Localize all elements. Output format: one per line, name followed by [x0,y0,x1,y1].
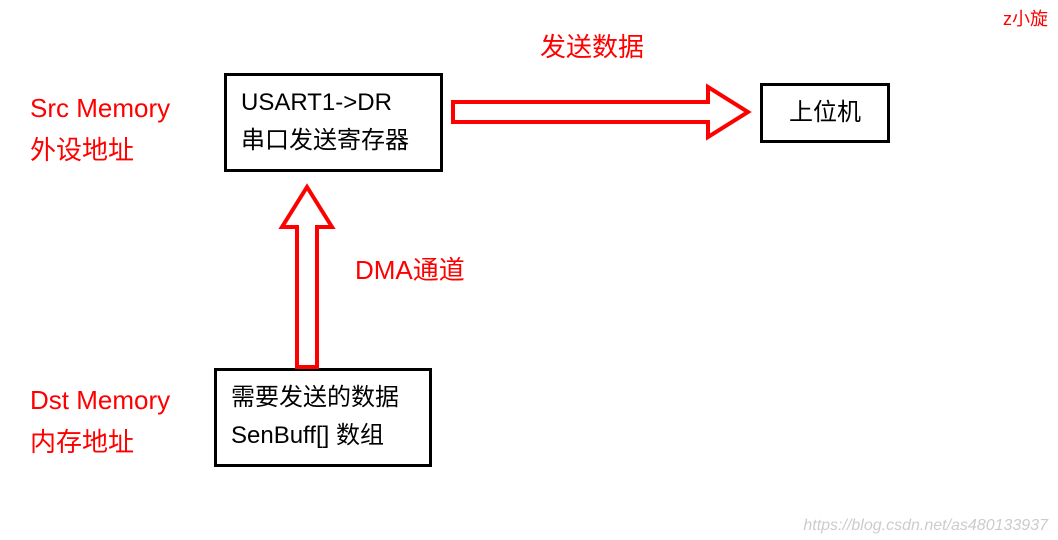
dst-memory-label-line1: Dst Memory [30,380,170,422]
src-box: USART1->DR 串口发送寄存器 [224,73,443,172]
dst-box-line1: 需要发送的数据 [231,379,415,417]
src-memory-label-line1: Src Memory [30,88,170,130]
arrow-right-icon [448,82,758,142]
dst-box-line2: SenBuff[] 数组 [231,417,415,455]
dst-memory-label: Dst Memory 内存地址 [30,380,170,463]
arrow-up-label: DMA通道 [355,250,465,287]
src-memory-label-line2: 外设地址 [30,130,170,172]
arrow-right-label: 发送数据 [540,27,644,64]
host-box: 上位机 [760,83,890,143]
watermark-bottom: https://blog.csdn.net/as480133937 [803,517,1048,535]
dst-box: 需要发送的数据 SenBuff[] 数组 [214,368,432,467]
src-box-line1: USART1->DR [241,84,426,122]
arrow-up-icon [277,182,337,372]
dst-memory-label-line2: 内存地址 [30,422,170,464]
watermark-top: z小旋 [1003,5,1048,31]
src-memory-label: Src Memory 外设地址 [30,88,170,171]
host-box-text: 上位机 [789,99,861,126]
src-box-line2: 串口发送寄存器 [241,122,426,160]
